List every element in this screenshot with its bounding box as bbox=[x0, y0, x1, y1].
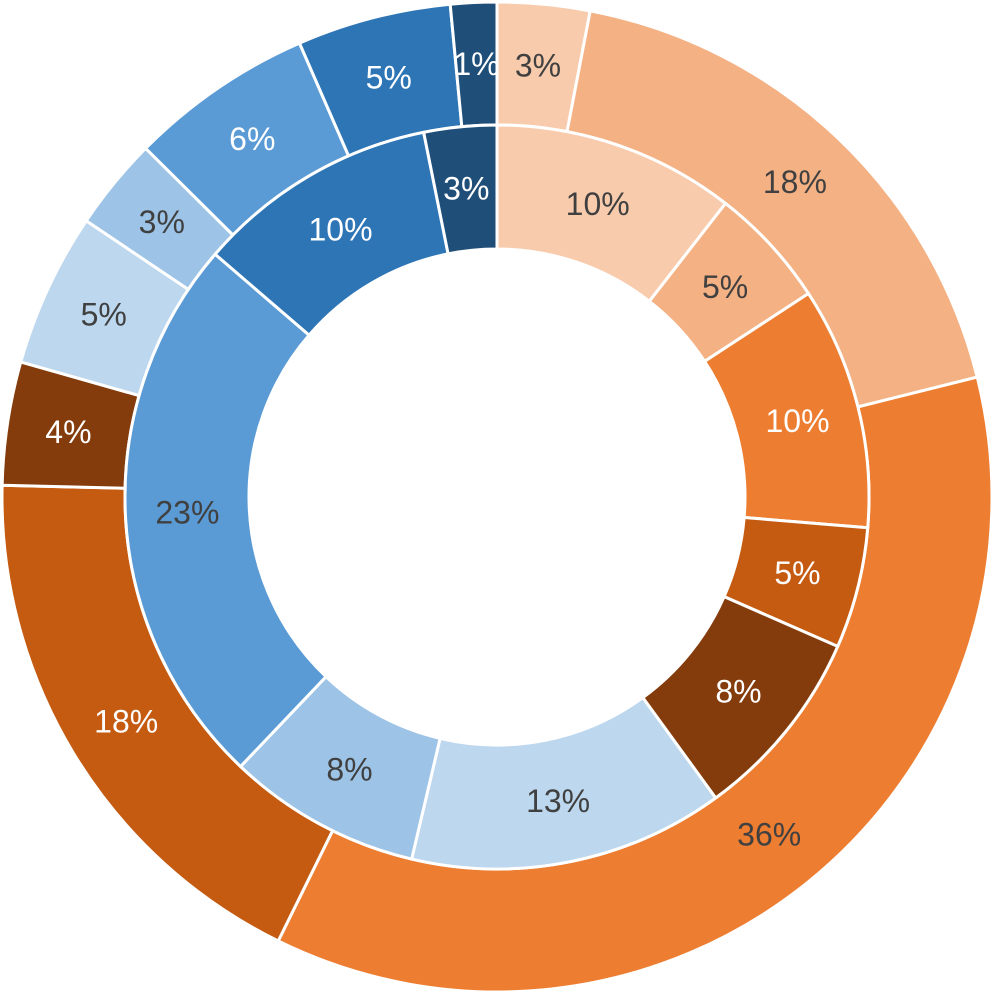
outer-slice-label-4: 4% bbox=[45, 414, 91, 450]
outer-slice-label-1: 18% bbox=[763, 164, 827, 200]
data-labels: 3% 18% 36% 18% 4% 5% 3% 6% 5% 1% 10% 5% 10% 5% 8% 13% 8%… bbox=[45, 46, 829, 852]
outer-slice-label-9: 1% bbox=[453, 46, 499, 82]
inner-slice-9 bbox=[421, 123, 499, 256]
inner-ring bbox=[123, 123, 871, 871]
outer-slice-label-8: 5% bbox=[366, 59, 412, 95]
outer-slice-label-5: 5% bbox=[81, 297, 127, 333]
outer-slice-label-6: 3% bbox=[139, 204, 185, 240]
outer-slice-label-2: 36% bbox=[737, 816, 801, 852]
inner-slice-label-4: 8% bbox=[715, 673, 761, 709]
inner-slice-label-0: 10% bbox=[566, 186, 630, 222]
outer-slice-2 bbox=[276, 375, 994, 994]
inner-slice-label-8: 10% bbox=[308, 211, 372, 247]
outer-slice-label-3: 18% bbox=[94, 704, 158, 740]
inner-slice-label-3: 5% bbox=[774, 555, 820, 591]
inner-slice-label-6: 8% bbox=[326, 752, 372, 788]
inner-slice-7 bbox=[123, 252, 329, 769]
outer-slice-label-7: 6% bbox=[229, 121, 275, 157]
outer-slice-label-0: 3% bbox=[515, 47, 561, 83]
inner-slice-label-5: 13% bbox=[526, 783, 590, 819]
inner-slice-label-9: 3% bbox=[443, 171, 489, 207]
inner-slice-label-7: 23% bbox=[155, 494, 219, 530]
inner-slice-label-1: 5% bbox=[702, 269, 748, 305]
inner-slice-label-2: 10% bbox=[765, 403, 829, 439]
